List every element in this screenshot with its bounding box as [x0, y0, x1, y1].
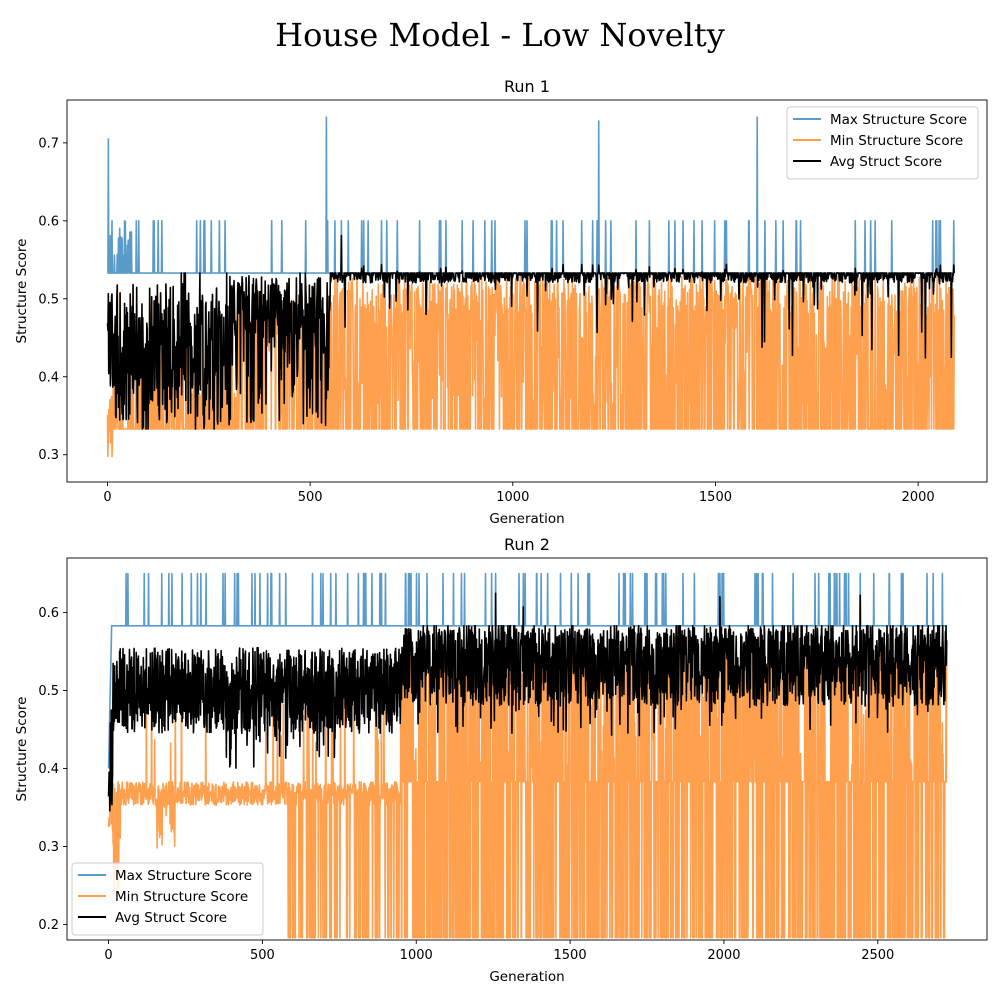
figure-title: House Model - Low Novelty: [275, 16, 725, 54]
legend-label-min-run1: Min Structure Score: [830, 133, 963, 149]
x-axis-label-run1: Generation: [489, 511, 564, 527]
legend-label-max-run1: Max Structure Score: [830, 112, 967, 128]
x-tick-label-run2-0: 0: [104, 948, 112, 963]
axes-frame-run1: [66, 99, 988, 483]
y-axis-label-run1: Structure Score: [14, 239, 30, 344]
legend-label-min-run2: Min Structure Score: [115, 889, 248, 905]
subplot-title-run2: Run 2: [504, 535, 550, 554]
series-line-avg-run1: [106, 234, 955, 430]
legend-run2: Max Structure Score Min Structure Score Av…: [71, 862, 264, 936]
y-tick-label-run2-0.2: 0.2: [38, 918, 59, 933]
y-tick-label-run1-0.5: 0.5: [38, 292, 59, 307]
legend-run1: Max Structure Score Min Structure Score Av…: [786, 106, 979, 180]
legend-label-avg-run2: Avg Struct Score: [115, 910, 227, 926]
y-tick-label-run2-0.3: 0.3: [38, 840, 59, 855]
y-tick-label-run2-0.4: 0.4: [38, 762, 59, 777]
y-tick-label-run1-0.7: 0.7: [38, 136, 59, 151]
subplot-run2: Run 2 0 500 1000 1500 2000 2500 0.2 0.3 0.4 0.5 0.6…: [14, 535, 988, 985]
y-tick-label-run1-0.3: 0.3: [38, 448, 59, 463]
plot-area-run1: [106, 116, 955, 458]
series-line-avg-run2: [107, 592, 948, 812]
y-tick-label-run1-0.6: 0.6: [38, 214, 59, 229]
legend-label-max-run2: Max Structure Score: [115, 868, 252, 884]
x-tick-label-run2-2000: 2000: [707, 948, 740, 963]
x-tick-label-run1-1500: 1500: [699, 490, 732, 505]
legend-box-run2: [71, 862, 264, 936]
x-tick-label-run2-1500: 1500: [554, 948, 587, 963]
x-tick-label-run1-1000: 1000: [496, 490, 529, 505]
y-tick-label-run1-0.4: 0.4: [38, 370, 59, 385]
x-tick-label-run2-1000: 1000: [400, 948, 433, 963]
x-tick-label-run2-2500: 2500: [861, 948, 894, 963]
axes-frame-run2: [66, 557, 988, 941]
y-axis-label-run2: Structure Score: [14, 697, 30, 802]
subplot-run1: Run 1 0 500 1000 1500 2000 0.3 0.4 0.5 0.6 0.7 Gene…: [14, 77, 988, 527]
subplot-title-run1: Run 1: [504, 77, 550, 96]
x-tick-label-run2-500: 500: [250, 948, 275, 963]
x-tick-label-run1-0: 0: [103, 490, 111, 505]
x-tick-label-run1-2000: 2000: [902, 490, 935, 505]
legend-box-run1: [786, 106, 979, 180]
y-tick-label-run2-0.5: 0.5: [38, 684, 59, 699]
y-tick-label-run2-0.6: 0.6: [38, 606, 59, 621]
x-tick-label-run1-500: 500: [298, 490, 323, 505]
legend-label-avg-run1: Avg Struct Score: [830, 154, 942, 170]
x-axis-label-run2: Generation: [489, 969, 564, 985]
plot-area-run2: [107, 572, 948, 939]
